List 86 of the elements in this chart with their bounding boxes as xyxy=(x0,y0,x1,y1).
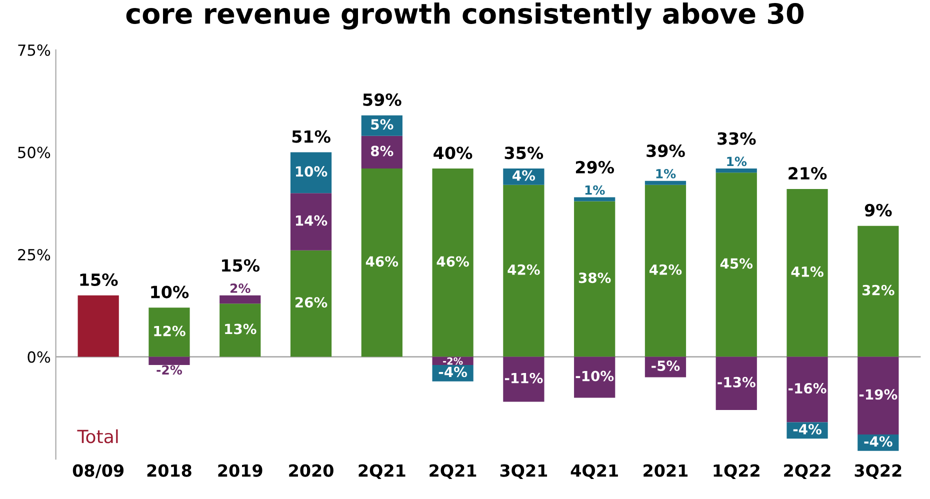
x-tick-label: 08/09 xyxy=(72,464,124,478)
x-tick-label: 2Q22 xyxy=(784,464,830,480)
total-label: 40% xyxy=(434,146,472,160)
data-label: -11% xyxy=(504,372,543,384)
bar xyxy=(644,180,686,185)
chart-title: core revenue growth consistently above 30 xyxy=(126,2,804,30)
total-label: 33% xyxy=(718,132,756,145)
bar xyxy=(290,152,332,194)
data-label: -19% xyxy=(859,389,898,400)
data-label: 2% xyxy=(230,284,250,293)
bar xyxy=(716,168,757,173)
data-label: 46% xyxy=(436,256,469,267)
x-tick-label: 2018 xyxy=(147,464,192,477)
x-tick-label: 2Q21 xyxy=(358,464,406,480)
bar xyxy=(574,201,616,357)
bar xyxy=(290,250,332,357)
total-label: 51% xyxy=(292,130,330,143)
data-label: -4% xyxy=(438,366,468,378)
text: Total xyxy=(77,429,118,444)
bar xyxy=(361,136,402,169)
x-tick-label: 2019 xyxy=(218,464,262,477)
x-tick-label: 2Q21 xyxy=(430,464,476,480)
x-tick-label: 2020 xyxy=(289,464,334,477)
y-tick-label: 0% xyxy=(28,351,50,363)
data-label: 14% xyxy=(296,215,328,226)
bar xyxy=(574,197,616,202)
bar xyxy=(858,226,899,357)
x-tick-label: 2021 xyxy=(644,464,688,477)
bar xyxy=(148,356,190,365)
x-tick-label: 3Q22 xyxy=(854,464,902,480)
total-label: 15% xyxy=(80,273,118,286)
bar xyxy=(220,295,261,304)
data-label: 1% xyxy=(656,168,676,178)
data-label: -13% xyxy=(718,376,756,388)
data-label: -16% xyxy=(788,383,826,394)
total-label: 15% xyxy=(222,259,260,272)
total-label: 39% xyxy=(646,144,685,158)
data-label: -4% xyxy=(864,436,892,447)
data-label: 13% xyxy=(225,324,256,334)
total-label: 35% xyxy=(504,146,544,160)
data-label: 42% xyxy=(649,264,682,275)
data-label: 5% xyxy=(371,119,394,130)
bar xyxy=(574,356,616,398)
data-label: 10% xyxy=(296,166,328,177)
data-label: 4% xyxy=(512,170,536,181)
bar xyxy=(290,193,332,250)
data-label: 32% xyxy=(862,284,894,296)
data-label: -2% xyxy=(443,357,463,365)
bar xyxy=(503,356,544,402)
data-label: -4% xyxy=(793,424,822,434)
bar xyxy=(644,184,686,357)
data-label: -2% xyxy=(156,365,182,375)
bar xyxy=(858,356,899,435)
total-label: 21% xyxy=(788,167,827,180)
x-tick-label: 3Q21 xyxy=(500,464,548,480)
bar xyxy=(432,168,474,357)
bar xyxy=(786,356,828,422)
data-label: 1% xyxy=(727,156,747,166)
x-tick-label: 4Q21 xyxy=(570,464,618,480)
total-label: 29% xyxy=(576,160,614,174)
data-label: 8% xyxy=(370,146,394,156)
data-label: 41% xyxy=(791,266,824,277)
total-label: 10% xyxy=(151,286,189,298)
bar xyxy=(716,356,757,410)
bar xyxy=(78,295,119,357)
y-tick-label: 75% xyxy=(18,44,50,56)
data-label: 26% xyxy=(295,297,328,308)
data-label: 38% xyxy=(578,272,611,284)
data-label: 1% xyxy=(585,185,605,195)
y-tick-label: 25% xyxy=(18,248,50,261)
data-label: 45% xyxy=(720,258,753,269)
data-label: 12% xyxy=(154,326,186,336)
data-label: -10% xyxy=(576,370,614,382)
data-label: 46% xyxy=(366,256,398,267)
total-label: 9% xyxy=(864,204,892,216)
bar xyxy=(361,168,402,357)
bar xyxy=(148,308,190,357)
bar xyxy=(786,189,828,357)
x-tick-label: 1Q22 xyxy=(714,464,760,480)
bar xyxy=(503,184,544,357)
y-tick-label: 50% xyxy=(18,146,50,158)
data-label: 42% xyxy=(508,264,540,275)
total-label: 59% xyxy=(363,93,402,106)
bar xyxy=(220,304,261,357)
data-label: -5% xyxy=(652,360,680,372)
bar xyxy=(716,172,757,357)
